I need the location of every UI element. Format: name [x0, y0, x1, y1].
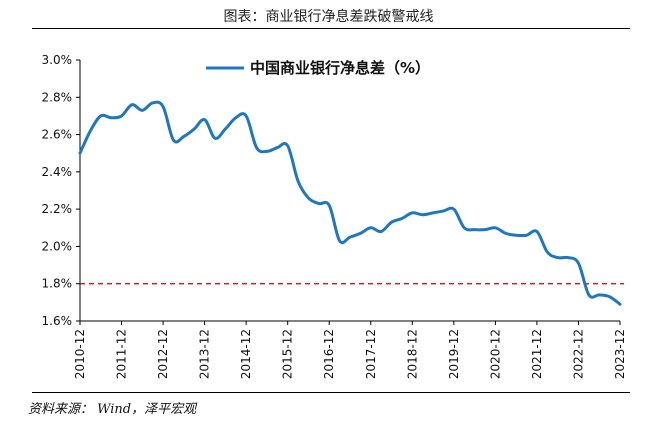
legend-label: 中国商业银行净息差（%） [250, 59, 430, 77]
x-tick-label: 2012-12 [156, 329, 170, 379]
x-tick-label: 2016-12 [322, 329, 336, 379]
y-tick-label: 2.6% [42, 128, 73, 142]
source-divider [32, 392, 630, 393]
series-line-net-interest-margin [78, 100, 622, 306]
x-tick-label: 2022-12 [571, 329, 585, 379]
y-axis: 1.6% 1.8% 2.0% 2.2% 2.4% 2.6% 2.8% 3.0% [42, 53, 81, 328]
x-tick-label: 2018-12 [405, 329, 419, 379]
y-tick-label: 2.2% [42, 202, 73, 216]
y-tick-label: 2.4% [42, 165, 73, 179]
y-tick-label: 1.8% [42, 277, 73, 291]
series-group [78, 100, 622, 306]
x-axis: 2010-12 2011-12 2012-12 2013-12 2014-12 2015-… [73, 320, 627, 379]
x-tick-label: 2019-12 [447, 329, 461, 379]
y-tick-label: 2.8% [42, 90, 73, 104]
x-tick-label: 2010-12 [73, 329, 87, 379]
x-tick-label: 2020-12 [488, 329, 502, 379]
title-divider [32, 28, 630, 29]
chart-title: 图表：商业银行净息差跌破警戒线 [223, 9, 434, 25]
legend: 中国商业银行净息差（%） [206, 59, 430, 77]
x-tick-label: 2023-12 [613, 329, 627, 379]
y-tick-label: 2.0% [42, 239, 73, 253]
y-tick-label: 3.0% [42, 53, 73, 67]
source-note: 资料来源： Wind，泽平宏观 [28, 402, 197, 417]
x-tick-label: 2017-12 [364, 329, 378, 379]
x-tick-label: 2014-12 [239, 329, 253, 379]
x-tick-label: 2011-12 [115, 329, 129, 379]
x-tick-label: 2013-12 [198, 329, 212, 379]
y-tick-label: 1.6% [42, 314, 73, 328]
x-tick-label: 2015-12 [281, 329, 295, 379]
x-tick-label: 2021-12 [530, 329, 544, 379]
